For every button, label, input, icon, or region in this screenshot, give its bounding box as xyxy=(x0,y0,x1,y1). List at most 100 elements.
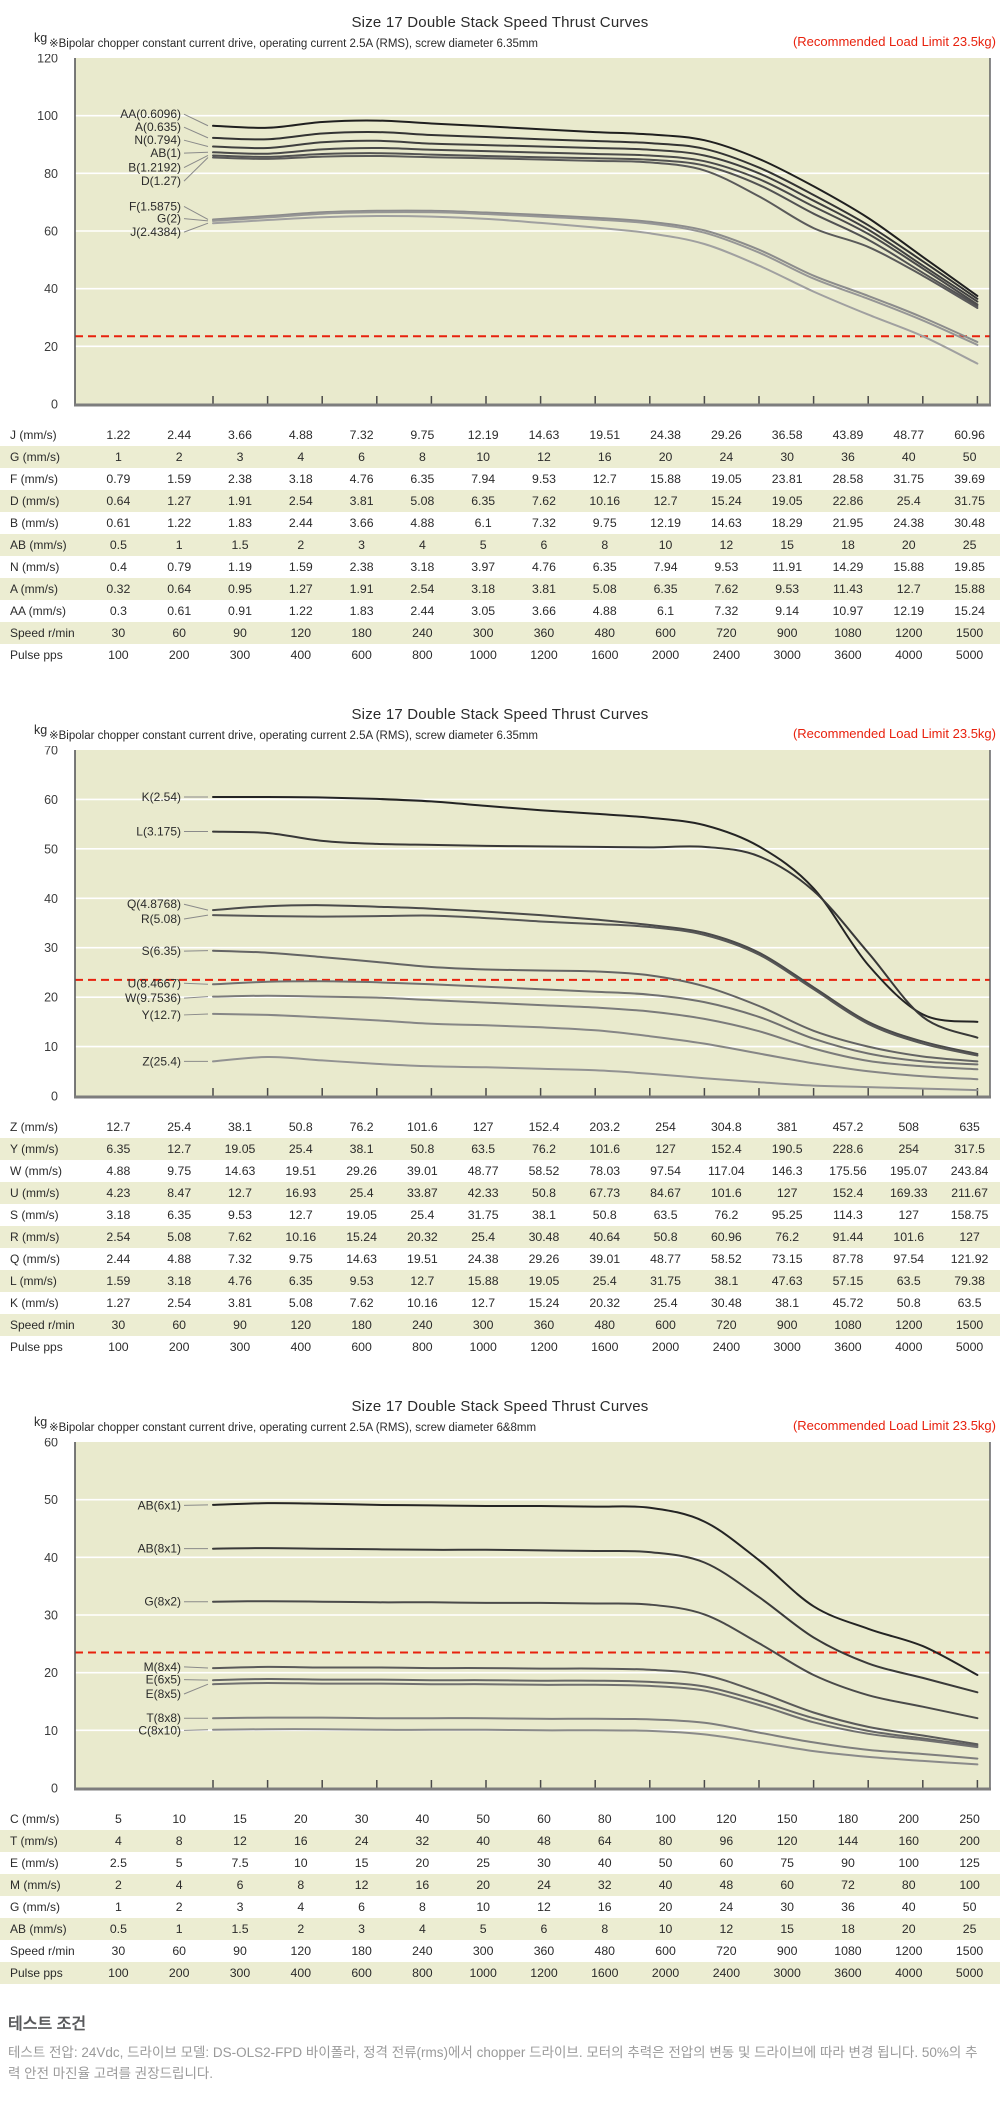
table-cell: 3.18 xyxy=(270,468,331,490)
table-cell: 200 xyxy=(878,1808,939,1830)
table-cell: 200 xyxy=(149,1336,210,1358)
table-cell: 9.75 xyxy=(574,512,635,534)
table-cell: 150 xyxy=(757,1808,818,1830)
table-cell: 9.53 xyxy=(514,468,575,490)
table-cell: 15.88 xyxy=(878,556,939,578)
table-cell: 60 xyxy=(149,622,210,644)
table-cell: 4.23 xyxy=(88,1182,149,1204)
row-label: L (mm/s) xyxy=(0,1270,88,1292)
table-cell: 10.16 xyxy=(270,1226,331,1248)
table-cell: 15.88 xyxy=(635,468,696,490)
curve-label: J(2.4384) xyxy=(130,225,181,239)
table-cell: 40 xyxy=(574,1852,635,1874)
table-cell: 480 xyxy=(574,622,635,644)
table-cell: 15.24 xyxy=(514,1292,575,1314)
table-cell: 16 xyxy=(270,1830,331,1852)
table-cell: 100 xyxy=(88,1336,149,1358)
table-cell: 101.6 xyxy=(574,1138,635,1160)
table-cell: 100 xyxy=(635,1808,696,1830)
curve-label: Q(4.8768) xyxy=(127,897,181,911)
table-cell: 3.18 xyxy=(149,1270,210,1292)
table-cell: 0.79 xyxy=(88,468,149,490)
table-cell: 720 xyxy=(696,622,757,644)
table-cell: 19.51 xyxy=(574,424,635,446)
chart-note: ※Bipolar chopper constant current drive,… xyxy=(49,728,538,742)
table-cell: 900 xyxy=(757,622,818,644)
row-label: Speed r/min xyxy=(0,1940,88,1962)
table-cell: 12.7 xyxy=(270,1204,331,1226)
table-cell: 60.96 xyxy=(939,424,1000,446)
table-cell: 800 xyxy=(392,1336,453,1358)
table-cell: 3 xyxy=(331,1918,392,1940)
table-cell: 50.8 xyxy=(878,1292,939,1314)
table-cell: 10.16 xyxy=(392,1292,453,1314)
row-label: Y (mm/s) xyxy=(0,1138,88,1160)
y-tick-label: 70 xyxy=(44,746,58,758)
table-cell: 18.29 xyxy=(757,512,818,534)
load-limit-label: (Recommended Load Limit 23.5kg) xyxy=(793,726,996,741)
table-cell: 1200 xyxy=(514,1962,575,1984)
table-cell: 480 xyxy=(574,1940,635,1962)
table-cell: 10 xyxy=(453,1896,514,1918)
y-axis-unit-label: kg xyxy=(34,1415,47,1429)
table-cell: 16 xyxy=(574,1896,635,1918)
curve-label: G(2) xyxy=(157,212,181,226)
table-cell: 24.38 xyxy=(878,512,939,534)
test-conditions: 테스트 조건 테스트 전압: 24Vdc, 드라이브 모델: DS-OLS2-F… xyxy=(8,2010,1000,2085)
table-cell: 300 xyxy=(453,622,514,644)
table-cell: 9.75 xyxy=(270,1248,331,1270)
table-cell: 1.5 xyxy=(210,1918,271,1940)
table-cell: 6 xyxy=(514,534,575,556)
curve-label: AB(1) xyxy=(150,146,181,160)
table-cell: 29.26 xyxy=(696,424,757,446)
table-cell: 60 xyxy=(757,1874,818,1896)
table-cell: 40.64 xyxy=(574,1226,635,1248)
table-cell: 3.81 xyxy=(210,1292,271,1314)
table-cell: 38.1 xyxy=(331,1138,392,1160)
table-cell: 3.18 xyxy=(392,556,453,578)
table-cell: 3 xyxy=(210,1896,271,1918)
table-cell: 38.1 xyxy=(514,1204,575,1226)
table-cell: 127 xyxy=(635,1138,696,1160)
table-cell: 15 xyxy=(331,1852,392,1874)
curve-label: K(2.54) xyxy=(142,790,181,804)
table-cell: 24 xyxy=(696,446,757,468)
table-cell: 38.1 xyxy=(210,1116,271,1138)
table-cell: 3.66 xyxy=(331,512,392,534)
table-cell: 3000 xyxy=(757,1336,818,1358)
table-cell: 7.32 xyxy=(210,1248,271,1270)
table-cell: 600 xyxy=(635,622,696,644)
table-cell: 30 xyxy=(88,622,149,644)
table-cell: 180 xyxy=(331,1940,392,1962)
table-cell: 12.7 xyxy=(210,1182,271,1204)
table-cell: 95.25 xyxy=(757,1204,818,1226)
table-cell: 5 xyxy=(453,1918,514,1940)
table-cell: 117.04 xyxy=(696,1160,757,1182)
table-cell: 5 xyxy=(88,1808,149,1830)
table-cell: 600 xyxy=(331,1962,392,1984)
table-cell: 5.08 xyxy=(149,1226,210,1248)
row-label: U (mm/s) xyxy=(0,1182,88,1204)
table-cell: 30 xyxy=(331,1808,392,1830)
curve-label: AA(0.6096) xyxy=(120,107,181,121)
table-cell: 1000 xyxy=(453,1336,514,1358)
table-cell: 1.59 xyxy=(88,1270,149,1292)
chart-note: ※Bipolar chopper constant current drive,… xyxy=(49,36,538,50)
table-cell: 200 xyxy=(939,1830,1000,1852)
table-cell: 101.6 xyxy=(696,1182,757,1204)
table-cell: 3.81 xyxy=(514,578,575,600)
table-cell: 1.83 xyxy=(210,512,271,534)
table-cell: 7.62 xyxy=(210,1226,271,1248)
table-cell: 14.29 xyxy=(818,556,879,578)
curve-label: Y(12.7) xyxy=(142,1008,181,1022)
table-cell: 20.32 xyxy=(392,1226,453,1248)
y-tick-label: 10 xyxy=(44,1040,58,1054)
table-cell: 29.26 xyxy=(514,1248,575,1270)
table-cell: 50 xyxy=(939,1896,1000,1918)
table-cell: 0.5 xyxy=(88,534,149,556)
